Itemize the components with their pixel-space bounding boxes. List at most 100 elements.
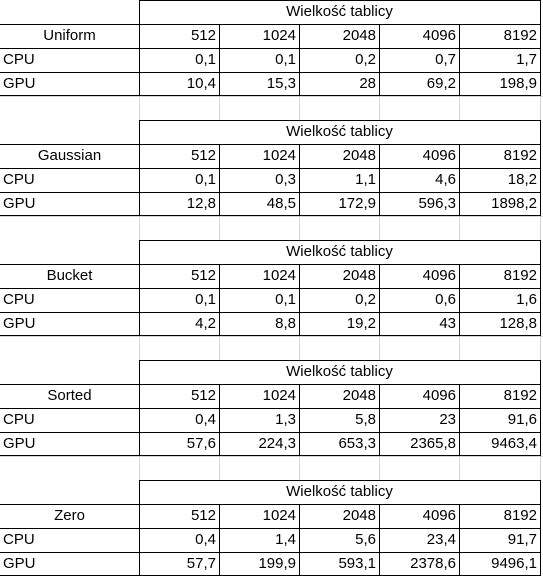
border-line: [0, 144, 541, 145]
row-label[interactable]: CPU: [3, 531, 35, 548]
value-cell[interactable]: 23,4: [426, 531, 456, 548]
size-cell[interactable]: 8192: [503, 147, 537, 164]
size-cell[interactable]: 512: [190, 387, 216, 404]
size-cell[interactable]: 4096: [422, 267, 456, 284]
border-line: [219, 144, 220, 216]
header-label[interactable]: Wielkość tablicy: [286, 483, 393, 500]
row-label[interactable]: CPU: [3, 171, 35, 188]
size-cell[interactable]: 1024: [262, 507, 296, 524]
size-cell[interactable]: 1024: [262, 147, 296, 164]
value-cell[interactable]: 199,9: [258, 555, 296, 572]
distribution-name[interactable]: Gaussian: [37, 147, 102, 164]
value-cell[interactable]: 12,8: [186, 195, 216, 212]
value-cell[interactable]: 224,3: [258, 435, 296, 452]
size-cell[interactable]: 4096: [422, 507, 456, 524]
row-label[interactable]: CPU: [3, 291, 35, 308]
size-cell[interactable]: 2048: [342, 267, 376, 284]
size-cell[interactable]: 512: [190, 147, 216, 164]
value-cell[interactable]: 1,7: [516, 51, 537, 68]
header-label[interactable]: Wielkość tablicy: [286, 363, 393, 380]
value-cell[interactable]: 91,7: [507, 531, 537, 548]
row-label[interactable]: GPU: [3, 315, 36, 332]
row-label[interactable]: GPU: [3, 435, 36, 452]
row-label[interactable]: CPU: [3, 411, 35, 428]
size-cell[interactable]: 8192: [503, 267, 537, 284]
row-label[interactable]: GPU: [3, 75, 36, 92]
value-cell[interactable]: 0,2: [355, 291, 376, 308]
size-cell[interactable]: 1024: [262, 387, 296, 404]
value-cell[interactable]: 10,4: [186, 75, 216, 92]
value-cell[interactable]: 48,5: [266, 195, 296, 212]
header-label[interactable]: Wielkość tablicy: [286, 243, 393, 260]
value-cell[interactable]: 596,3: [418, 195, 456, 212]
size-cell[interactable]: 512: [190, 267, 216, 284]
value-cell[interactable]: 2378,6: [410, 555, 456, 572]
value-cell[interactable]: 0,6: [435, 291, 456, 308]
value-cell[interactable]: 653,3: [338, 435, 376, 452]
value-cell[interactable]: 0,1: [195, 291, 216, 308]
value-cell[interactable]: 8,8: [275, 315, 296, 332]
size-cell[interactable]: 8192: [503, 387, 537, 404]
row-label[interactable]: CPU: [3, 51, 35, 68]
size-cell[interactable]: 8192: [503, 507, 537, 524]
value-cell[interactable]: 23: [439, 411, 456, 428]
value-cell[interactable]: 172,9: [338, 195, 376, 212]
row-label[interactable]: GPU: [3, 555, 36, 572]
value-cell[interactable]: 5,8: [355, 411, 376, 428]
value-cell[interactable]: 91,6: [507, 411, 537, 428]
value-cell[interactable]: 15,3: [266, 75, 296, 92]
distribution-name[interactable]: Uniform: [43, 27, 96, 44]
header-label[interactable]: Wielkość tablicy: [286, 123, 393, 140]
size-cell[interactable]: 1024: [262, 27, 296, 44]
value-cell[interactable]: 9463,4: [491, 435, 537, 452]
value-cell[interactable]: 0,1: [195, 171, 216, 188]
row-label[interactable]: GPU: [3, 195, 36, 212]
size-cell[interactable]: 2048: [342, 387, 376, 404]
value-cell[interactable]: 69,2: [426, 75, 456, 92]
value-cell[interactable]: 4,2: [195, 315, 216, 332]
value-cell[interactable]: 128,8: [499, 315, 537, 332]
size-cell[interactable]: 512: [190, 507, 216, 524]
size-cell[interactable]: 2048: [342, 147, 376, 164]
value-cell[interactable]: 0,2: [355, 51, 376, 68]
border-line: [0, 72, 541, 73]
value-cell[interactable]: 0,1: [195, 51, 216, 68]
distribution-name[interactable]: Zero: [54, 507, 85, 524]
value-cell[interactable]: 1,6: [516, 291, 537, 308]
header-label[interactable]: Wielkość tablicy: [286, 3, 393, 20]
value-cell[interactable]: 43: [439, 315, 456, 332]
size-cell[interactable]: 2048: [342, 507, 376, 524]
value-cell[interactable]: 0,7: [435, 51, 456, 68]
value-cell[interactable]: 0,1: [275, 51, 296, 68]
value-cell[interactable]: 1,4: [275, 531, 296, 548]
value-cell[interactable]: 0,4: [195, 411, 216, 428]
size-cell[interactable]: 2048: [342, 27, 376, 44]
size-cell[interactable]: 8192: [503, 27, 537, 44]
size-cell[interactable]: 4096: [422, 27, 456, 44]
size-cell[interactable]: 512: [190, 27, 216, 44]
distribution-name[interactable]: Sorted: [47, 387, 92, 404]
value-cell[interactable]: 57,6: [186, 435, 216, 452]
value-cell[interactable]: 0,4: [195, 531, 216, 548]
value-cell[interactable]: 0,3: [275, 171, 296, 188]
value-cell[interactable]: 0,1: [275, 291, 296, 308]
grid-line: [139, 456, 140, 480]
value-cell[interactable]: 2365,8: [410, 435, 456, 452]
distribution-name[interactable]: Bucket: [46, 267, 93, 284]
size-cell[interactable]: 1024: [262, 267, 296, 284]
size-cell[interactable]: 4096: [422, 387, 456, 404]
value-cell[interactable]: 9496,1: [491, 555, 537, 572]
value-cell[interactable]: 5,6: [355, 531, 376, 548]
value-cell[interactable]: 4,6: [435, 171, 456, 188]
value-cell[interactable]: 57,7: [186, 555, 216, 572]
border-line: [0, 24, 541, 25]
value-cell[interactable]: 1,3: [275, 411, 296, 428]
value-cell[interactable]: 19,2: [346, 315, 376, 332]
value-cell[interactable]: 593,1: [338, 555, 376, 572]
value-cell[interactable]: 1,1: [355, 171, 376, 188]
value-cell[interactable]: 1898,2: [491, 195, 537, 212]
size-cell[interactable]: 4096: [422, 147, 456, 164]
value-cell[interactable]: 18,2: [507, 171, 537, 188]
value-cell[interactable]: 28: [359, 75, 376, 92]
value-cell[interactable]: 198,9: [499, 75, 537, 92]
